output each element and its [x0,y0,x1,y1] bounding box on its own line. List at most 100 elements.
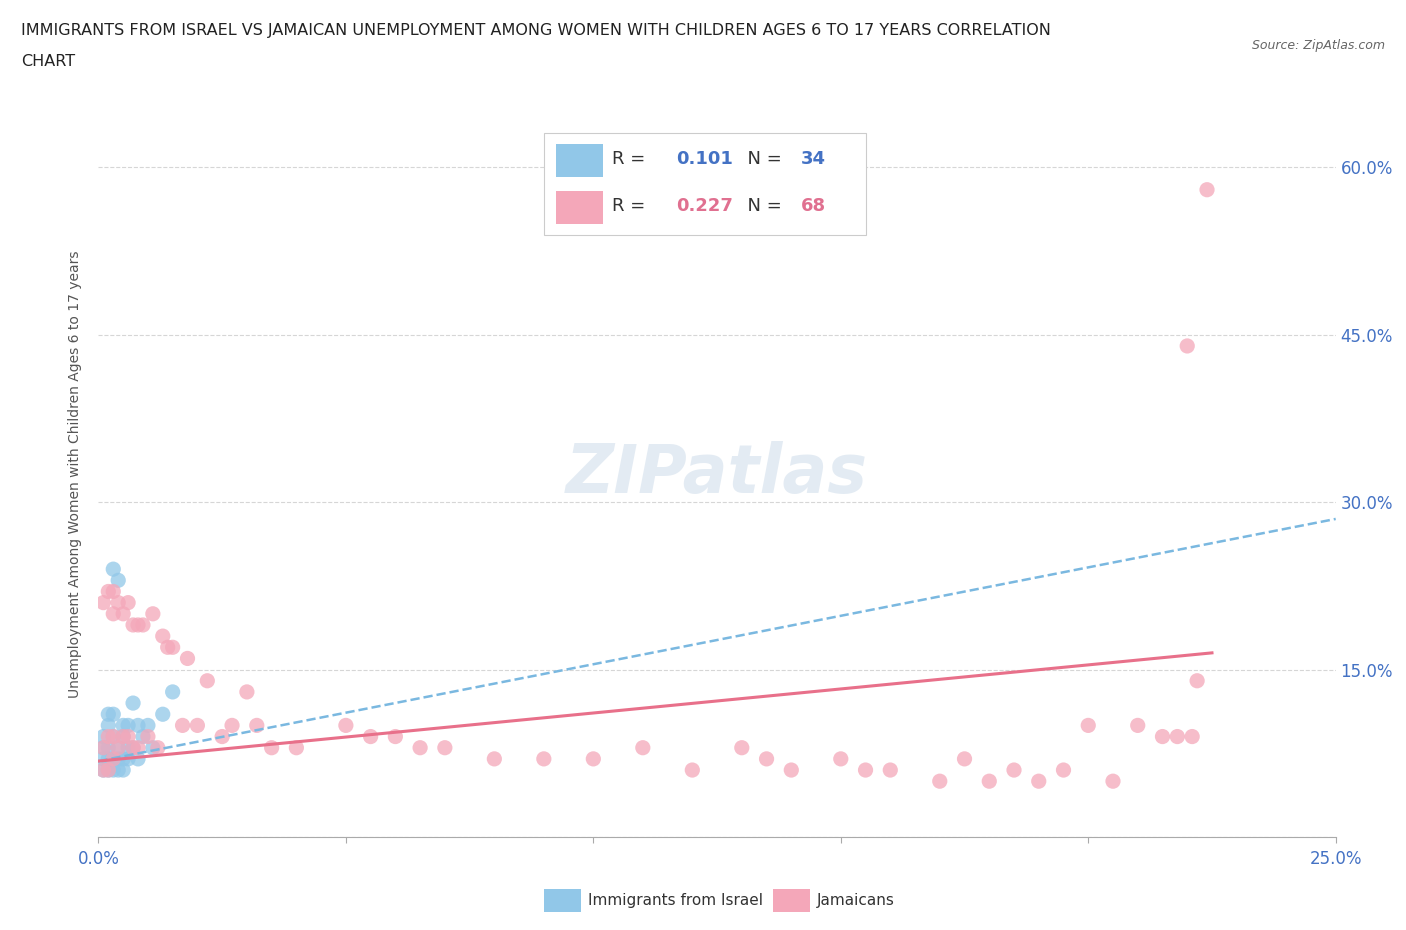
Point [879,763,901,777]
Point [112,729,135,744]
Point [142,606,165,621]
Point [103,751,125,766]
Point [1077,718,1099,733]
Point [260,740,283,755]
Point [176,651,198,666]
Point [107,740,129,755]
Point [1152,729,1174,744]
Point [127,618,149,632]
Text: 34: 34 [801,150,827,167]
Point [631,740,654,755]
Bar [544,888,581,911]
Text: CHART: CHART [21,54,75,69]
Point [122,740,145,755]
Bar [773,888,810,911]
Point [162,640,184,655]
Point [112,751,135,766]
Point [132,729,155,744]
Text: 0.101: 0.101 [676,150,733,167]
Y-axis label: Unemployment Among Women with Children Ages 6 to 17 years: Unemployment Among Women with Children A… [69,250,83,698]
Point [97,729,120,744]
Point [1052,763,1074,777]
Point [97,740,120,755]
Point [97,584,120,599]
Point [533,751,555,766]
Point [93,595,115,610]
Point [112,729,135,744]
Point [117,729,139,744]
Point [112,763,135,777]
Point [582,751,605,766]
Point [103,606,125,621]
Point [1002,763,1025,777]
Point [360,729,382,744]
Point [172,718,194,733]
Point [1181,729,1204,744]
Point [103,763,125,777]
Point [780,763,803,777]
Point [107,751,129,766]
Bar [557,143,603,177]
Point [103,584,125,599]
Point [1185,673,1208,688]
Text: Immigrants from Israel: Immigrants from Israel [588,893,763,908]
Point [112,606,135,621]
Point [103,707,125,722]
Point [107,763,129,777]
Point [136,718,159,733]
Point [93,763,115,777]
Point [681,763,703,777]
Point [93,763,115,777]
Point [142,740,165,755]
Point [117,751,139,766]
Point [1028,774,1050,789]
Point [103,562,125,577]
Point [731,740,754,755]
Point [409,740,432,755]
Point [928,774,950,789]
Text: R =: R = [612,150,651,167]
Point [152,707,174,722]
Text: 0.227: 0.227 [676,197,733,215]
Point [97,707,120,722]
Point [107,595,129,610]
Point [127,718,149,733]
Text: ZIPatlas: ZIPatlas [567,442,868,507]
Point [93,729,115,744]
Text: Source: ZipAtlas.com: Source: ZipAtlas.com [1251,39,1385,52]
Point [122,696,145,711]
Point [433,740,456,755]
Point [132,618,155,632]
Text: 68: 68 [801,197,827,215]
Point [285,740,308,755]
Point [335,718,357,733]
Point [1175,339,1198,353]
Point [93,740,115,755]
Point [127,740,149,755]
Point [136,729,159,744]
Point [156,640,179,655]
Point [107,740,129,755]
Point [162,684,184,699]
Point [484,751,506,766]
Point [122,618,145,632]
Point [97,763,120,777]
Point [97,763,120,777]
Point [146,740,169,755]
Point [755,751,778,766]
Point [211,729,233,744]
Bar [557,191,603,224]
Point [979,774,1001,789]
Point [112,718,135,733]
Point [93,740,115,755]
Point [117,740,139,755]
FancyBboxPatch shape [544,133,866,235]
Point [195,673,218,688]
Point [122,740,145,755]
Point [117,718,139,733]
Point [107,573,129,588]
Text: Jamaicans: Jamaicans [817,893,896,908]
Text: N =: N = [735,150,787,167]
Point [246,718,269,733]
Point [186,718,208,733]
